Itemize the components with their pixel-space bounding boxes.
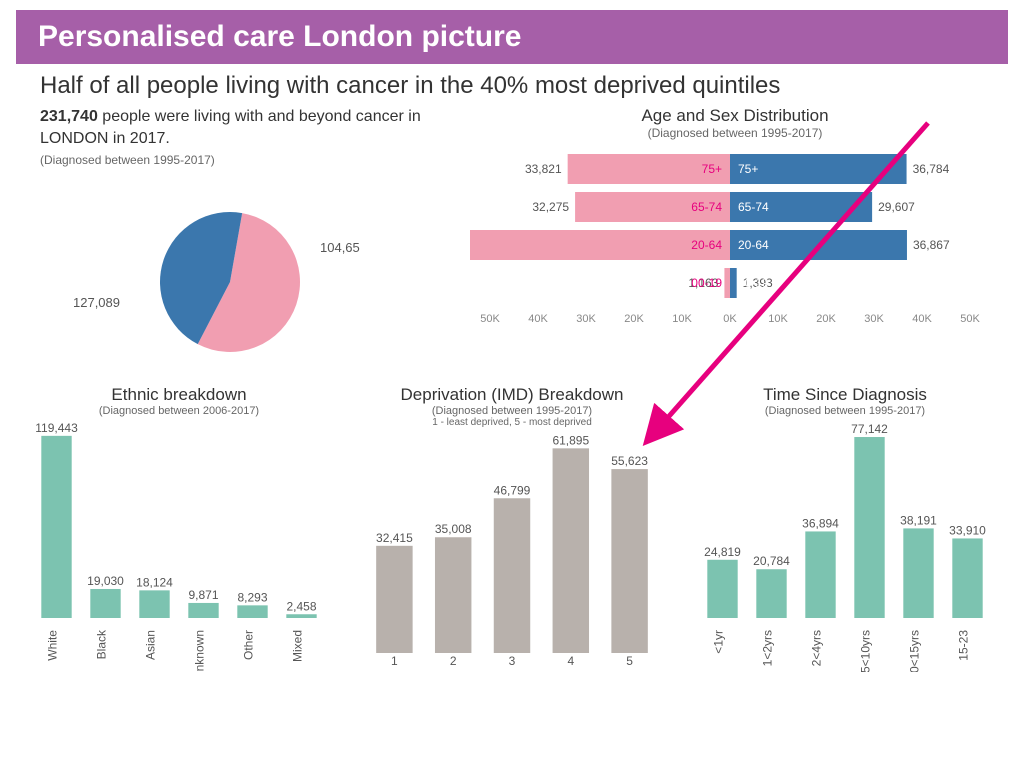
- svg-text:20K: 20K: [816, 313, 836, 325]
- svg-text:24,819: 24,819: [704, 545, 741, 559]
- svg-text:75+: 75+: [738, 162, 758, 176]
- age-sex-sub: (Diagnosed between 1995-2017): [470, 126, 1000, 140]
- svg-text:<1yr: <1yr: [712, 630, 726, 654]
- svg-text:10<15yrs: 10<15yrs: [908, 630, 922, 672]
- svg-text:75+: 75+: [702, 162, 722, 176]
- page-title-bar: Personalised care London picture: [16, 10, 1008, 64]
- svg-text:Asian: Asian: [144, 630, 158, 660]
- svg-text:3: 3: [509, 654, 516, 668]
- top-left-panel: 231,740 people were living with and beyo…: [40, 106, 470, 367]
- svg-text:1: 1: [391, 654, 398, 668]
- svg-text:36,867: 36,867: [913, 238, 950, 252]
- svg-text:5: 5: [626, 654, 633, 668]
- leadin-sub: (Diagnosed between 1995-2017): [40, 153, 470, 167]
- svg-text:5<10yrs: 5<10yrs: [859, 630, 873, 672]
- svg-text:15-23: 15-23: [957, 630, 971, 661]
- deprivation-sub: (Diagnosed between 1995-2017): [357, 405, 667, 417]
- leadin-suffix: people were living with and beyond cance…: [40, 108, 421, 147]
- svg-text:119,443: 119,443: [35, 421, 78, 435]
- svg-text:46,799: 46,799: [494, 483, 531, 497]
- svg-text:104,651: 104,651: [320, 240, 360, 255]
- svg-text:2<4yrs: 2<4yrs: [810, 630, 824, 666]
- svg-text:61,895: 61,895: [552, 434, 589, 448]
- deprivation-panel: Deprivation (IMD) Breakdown (Diagnosed b…: [357, 385, 667, 673]
- svg-text:38,191: 38,191: [900, 514, 937, 528]
- pie-chart: 127,089 104,651: [40, 177, 360, 367]
- svg-text:White: White: [46, 630, 60, 661]
- svg-text:65-74: 65-74: [738, 200, 769, 214]
- time-chart: 24,819 <1yr 20,784 1<2yrs 36,894 2<4yrs 77,142…: [690, 417, 1000, 672]
- svg-text:127,089: 127,089: [73, 295, 120, 310]
- svg-text:10K: 10K: [672, 313, 692, 325]
- svg-text:40K: 40K: [912, 313, 932, 325]
- svg-text:20K: 20K: [624, 313, 644, 325]
- svg-text:9,871: 9,871: [188, 588, 218, 602]
- svg-text:40K: 40K: [528, 313, 548, 325]
- svg-text:65-74: 65-74: [691, 200, 722, 214]
- svg-text:20-64: 20-64: [738, 238, 769, 252]
- svg-text:00-19: 00-19: [691, 276, 722, 290]
- deprivation-chart: 32,415 1 35,008 2 46,799 3 61,895 4 55,623 5: [357, 430, 667, 673]
- svg-text:18,124: 18,124: [136, 576, 173, 590]
- svg-text:2: 2: [450, 654, 457, 668]
- svg-text:20,784: 20,784: [753, 554, 790, 568]
- ethnic-chart: 119,443 White 19,030 Black 18,124 Asian 9,871 U…: [24, 417, 334, 672]
- svg-text:32,275: 32,275: [532, 200, 569, 214]
- leadin-text: 231,740 people were living with and beyo…: [40, 106, 470, 149]
- svg-text:33,910: 33,910: [949, 524, 986, 538]
- svg-text:33,821: 33,821: [525, 162, 562, 176]
- svg-text:20-64: 20-64: [691, 238, 722, 252]
- time-title: Time Since Diagnosis: [690, 385, 1000, 405]
- svg-text:50K: 50K: [960, 313, 980, 325]
- svg-text:1<2yrs: 1<2yrs: [761, 630, 775, 666]
- svg-text:Black: Black: [95, 629, 109, 659]
- deprivation-sub2: 1 - least deprived, 5 - most deprived: [357, 417, 667, 428]
- leadin-count: 231,740: [40, 108, 98, 125]
- svg-text:36,894: 36,894: [802, 517, 839, 531]
- svg-text:00-19: 00-19: [738, 276, 769, 290]
- svg-text:8,293: 8,293: [237, 591, 267, 605]
- svg-text:36,784: 36,784: [913, 162, 950, 176]
- svg-text:Mixed: Mixed: [291, 630, 305, 662]
- ethnic-sub: (Diagnosed between 2006-2017): [24, 405, 334, 417]
- svg-text:0K: 0K: [723, 313, 737, 325]
- svg-text:35,008: 35,008: [435, 522, 472, 536]
- svg-text:2,458: 2,458: [286, 599, 316, 613]
- age-sex-title: Age and Sex Distribution: [470, 106, 1000, 126]
- page-subtitle: Half of all people living with cancer in…: [0, 64, 1024, 100]
- ethnic-title: Ethnic breakdown: [24, 385, 334, 405]
- svg-text:32,415: 32,415: [376, 531, 413, 545]
- svg-text:55,623: 55,623: [611, 454, 648, 468]
- svg-text:50K: 50K: [480, 313, 500, 325]
- ethnic-panel: Ethnic breakdown (Diagnosed between 2006…: [24, 385, 334, 673]
- svg-text:10K: 10K: [768, 313, 788, 325]
- time-sub: (Diagnosed between 1995-2017): [690, 405, 1000, 417]
- svg-text:Other: Other: [242, 630, 256, 660]
- bottom-row: Ethnic breakdown (Diagnosed between 2006…: [0, 385, 1024, 673]
- svg-text:77,142: 77,142: [851, 422, 888, 436]
- top-right-panel: Age and Sex Distribution (Diagnosed betw…: [470, 106, 1000, 367]
- deprivation-title: Deprivation (IMD) Breakdown: [357, 385, 667, 405]
- svg-text:4: 4: [567, 654, 574, 668]
- time-panel: Time Since Diagnosis (Diagnosed between …: [690, 385, 1000, 673]
- svg-text:29,607: 29,607: [878, 200, 915, 214]
- svg-text:30K: 30K: [864, 313, 884, 325]
- age-sex-chart: 33,821 36,784 75+ 75+ 32,275 29,607 65-74 65-74…: [470, 146, 990, 336]
- page-title: Personalised care London picture: [38, 20, 521, 53]
- svg-text:19,030: 19,030: [87, 574, 124, 588]
- svg-text:Unknown: Unknown: [193, 630, 207, 672]
- svg-text:30K: 30K: [576, 313, 596, 325]
- top-row: 231,740 people were living with and beyo…: [0, 100, 1024, 367]
